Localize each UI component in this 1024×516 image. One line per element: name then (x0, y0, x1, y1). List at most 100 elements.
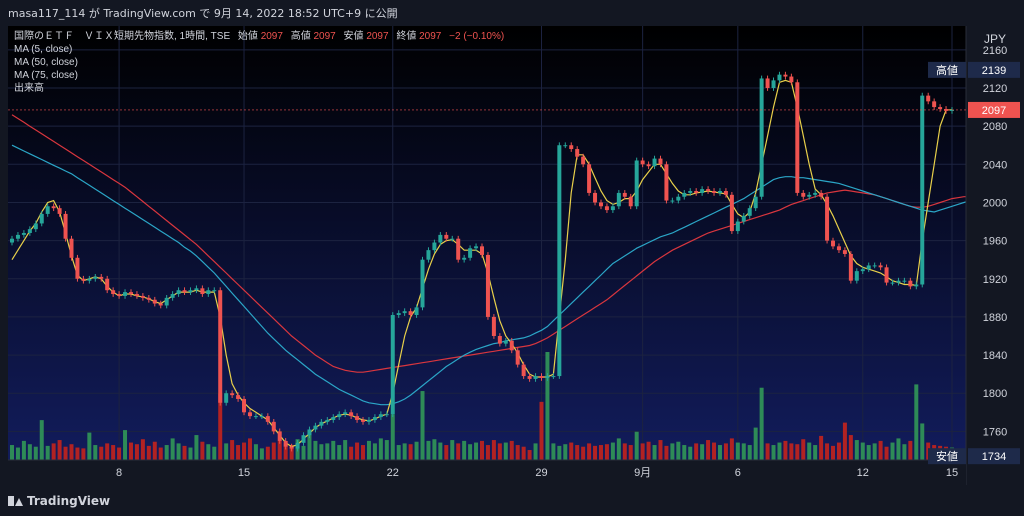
price-tick-label: 1880 (983, 312, 1007, 324)
volume-bar (866, 445, 871, 460)
volume-bar (158, 447, 163, 460)
candle-body (801, 192, 806, 197)
volume-bar (99, 446, 104, 460)
candle-body (361, 419, 366, 422)
volume-bar (212, 446, 217, 460)
tradingview-logo-icon (8, 495, 23, 507)
volume-bar (140, 439, 145, 460)
candle-body (622, 192, 627, 197)
candle-body (158, 303, 163, 306)
price-axis-unit: JPY (984, 32, 1006, 46)
volume-bar (349, 446, 354, 460)
candle-body (378, 414, 383, 418)
candle-body (289, 446, 294, 449)
volume-bar (848, 435, 853, 460)
candle-body (140, 295, 145, 298)
volume-bar (33, 446, 38, 460)
tradingview-logo[interactable]: TradingView (8, 494, 110, 508)
price-tick-label: 1920 (983, 274, 1007, 286)
price-tick-label: 2000 (983, 197, 1007, 209)
volume-bar (468, 444, 473, 460)
volume-bar (729, 438, 734, 460)
volume-bar (390, 414, 395, 460)
time-tick-label: 6 (735, 467, 741, 479)
volume-bar (128, 442, 133, 460)
price-chart[interactable]: JPY 1760 1800 1840 1880 1920 1960 2000 2040 2080… (0, 0, 1024, 486)
volume-bar (706, 440, 711, 460)
candle-body (515, 350, 520, 365)
time-axis-background (0, 460, 966, 486)
candle-body (277, 431, 282, 441)
candle-body (545, 376, 550, 378)
badge-value: 1734 (982, 451, 1006, 463)
volume-bar (747, 445, 752, 460)
site-name[interactable]: TradingView.com (103, 7, 196, 20)
volume-bar (230, 440, 235, 460)
candle-body (75, 257, 80, 279)
svg-text:国際のＥＴＦ ＶＩＸ短期先物指数, 1時間, TSE: 国際のＥＴＦ ＶＩＸ短期先物指数, 1時間, TSE 始値 2097 高値 20… (14, 29, 504, 42)
volume-bar (15, 447, 20, 460)
candle-body (848, 253, 853, 281)
volume-bar (581, 446, 586, 460)
candle-body (15, 234, 20, 239)
badge-label-box (928, 61, 966, 78)
indicator-ma75[interactable]: MA (75, close) (14, 70, 78, 81)
candle-body (194, 288, 199, 291)
volume-bar (789, 443, 794, 460)
candle-body (932, 101, 937, 108)
volume-bar (420, 391, 425, 460)
candle-body (747, 208, 752, 216)
volume-bar (825, 443, 830, 460)
candle-body (872, 265, 877, 267)
volume-bar (444, 445, 449, 460)
volume-bar (480, 440, 484, 460)
candle-body (712, 191, 717, 193)
volume-bar (325, 443, 330, 460)
publish-info: masa117_114 が TradingView.com で 9月 14, 2… (8, 5, 398, 21)
volume-bar (134, 444, 139, 460)
candle-body (111, 290, 116, 295)
volume-bar (700, 444, 705, 460)
volume-bar (456, 443, 461, 460)
volume-bar (485, 445, 490, 460)
volume-bar (123, 430, 128, 460)
volume-bar (396, 445, 401, 460)
symbol-title[interactable]: 国際のＥＴＦ ＶＩＸ短期先物指数, 1時間, TSE (14, 29, 230, 42)
candle-body (355, 416, 360, 420)
indicator-ma5[interactable]: MA (5, close) (14, 44, 72, 55)
volume-bar (569, 442, 574, 460)
volume-bar (813, 445, 818, 460)
volume-bar (819, 435, 824, 460)
author-name[interactable]: masa117_114 (8, 7, 86, 20)
publish-suffix: に公開 (364, 7, 398, 20)
site-suffix: で (199, 7, 211, 20)
volume-bar (361, 445, 366, 460)
candle-body (771, 80, 776, 88)
candle-body (777, 74, 782, 81)
candle-body (146, 297, 151, 300)
volume-bar (896, 438, 901, 460)
volume-bar (676, 441, 681, 460)
candle-body (735, 221, 740, 232)
candle-body (890, 282, 895, 284)
badge-value: 2097 (982, 105, 1006, 117)
volume-bar (87, 432, 92, 460)
volume-bar (253, 444, 258, 460)
indicator-volume[interactable]: 出来高 (14, 81, 44, 94)
author-suffix: が (88, 7, 100, 20)
indicator-ma50[interactable]: MA (50, close) (14, 57, 78, 68)
candle-body (349, 412, 354, 417)
volume-bar (872, 443, 877, 460)
price-axis-background (966, 26, 1024, 460)
candle-body (337, 414, 342, 418)
price-axis-ticks: 1760 1800 1840 1880 1920 1960 2000 2040 2080 2120… (983, 45, 1007, 439)
candle-body (765, 78, 770, 88)
volume-bar (27, 444, 32, 460)
volume-bar (450, 440, 455, 460)
candle-body (69, 238, 74, 258)
volume-bar (39, 420, 44, 460)
low-label: 安値 (344, 29, 364, 42)
volume-bar (271, 442, 276, 460)
volume-bar (587, 443, 592, 460)
low-value: 2097 (366, 31, 389, 42)
